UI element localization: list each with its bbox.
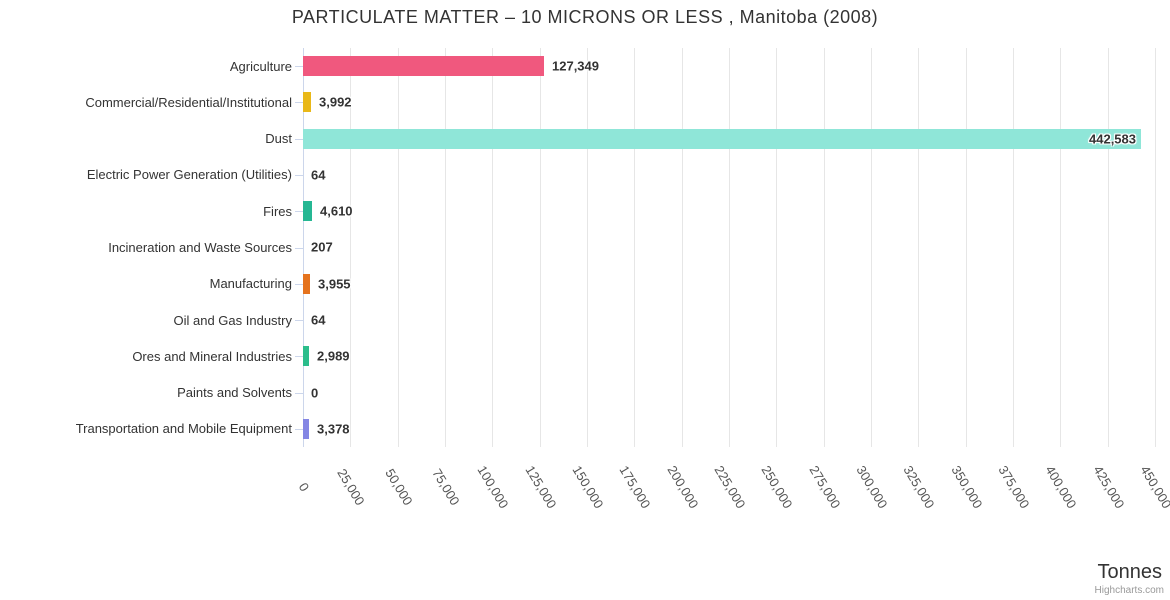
value-label-electric-power-generation-utilities: 64 — [311, 167, 326, 183]
gridline — [918, 48, 919, 447]
category-label-electric-power-generation-utilities: Electric Power Generation (Utilities) — [86, 167, 292, 183]
x-axis-label: 100,000 — [474, 462, 512, 512]
plot-area: 127,349 3,992 442,583 64 4,610 207 3,955 64 2,98… — [303, 48, 1156, 447]
bar-row-incineration-and-waste-sources: 207 — [303, 229, 1155, 265]
gridline — [871, 48, 872, 447]
bar-row-transportation-and-mobile-equipment: 3,378 — [303, 411, 1155, 447]
x-axis-label: 75,000 — [429, 466, 463, 508]
gridline — [587, 48, 588, 447]
x-axis-label: 150,000 — [569, 462, 607, 512]
value-label-manufacturing: 3,955 — [318, 276, 351, 292]
category-label-incineration-and-waste-sources: Incineration and Waste Sources — [108, 239, 292, 255]
category-tick — [295, 248, 303, 249]
bar-manufacturing[interactable] — [303, 273, 310, 294]
value-label-paints-and-solvents: 0 — [311, 385, 319, 401]
category-label-dust: Dust — [265, 131, 292, 147]
category-axis: Agriculture Commercial/Residential/Instit… — [0, 48, 303, 447]
value-label-ores-and-mineral-industries: 2,989 — [317, 348, 350, 364]
category-tick — [295, 393, 303, 394]
gridline — [634, 48, 635, 447]
x-axis-label: 225,000 — [711, 462, 749, 512]
category-axis-line — [303, 48, 304, 447]
category-label-oil-and-gas-industry: Oil and Gas Industry — [173, 312, 293, 328]
x-axis-label: 325,000 — [900, 462, 938, 512]
category-tick — [295, 66, 303, 67]
value-label-fires: 4,610 — [320, 203, 353, 219]
x-axis-label: 275,000 — [806, 462, 844, 512]
gridline — [776, 48, 777, 447]
category-tick — [295, 284, 303, 285]
value-axis-title: Tonnes — [1097, 561, 1163, 583]
bar-fires[interactable] — [303, 201, 312, 222]
gridline — [729, 48, 730, 447]
category-tick — [295, 211, 303, 212]
category-label-paints-and-solvents: Paints and Solvents — [177, 385, 292, 401]
bar-row-paints-and-solvents: 0 — [303, 374, 1155, 410]
gridline — [1108, 48, 1109, 447]
x-axis-label: 50,000 — [382, 466, 416, 508]
x-axis-label: 425,000 — [1090, 462, 1128, 512]
gridline — [492, 48, 493, 447]
chart-title: PARTICULATE MATTER – 10 MICRONS OR LESS … — [291, 7, 879, 27]
bar-row-commercial-residential-institutional: 3,992 — [303, 84, 1155, 120]
category-label-fires: Fires — [263, 203, 292, 219]
category-label-agriculture: Agriculture — [229, 58, 292, 74]
category-label-commercial-residential-institutional: Commercial/Residential/Institutional — [85, 94, 292, 110]
gridline — [1013, 48, 1014, 447]
x-axis-label: 350,000 — [948, 462, 986, 512]
bar-row-dust: 442,583 — [303, 121, 1155, 157]
x-axis-label: 0 — [295, 480, 313, 494]
bar-row-electric-power-generation-utilities: 64 — [303, 157, 1155, 193]
bar-commercial-residential-institutional[interactable] — [303, 92, 311, 113]
gridline — [1060, 48, 1061, 447]
bar-row-agriculture: 127,349 — [303, 48, 1155, 84]
value-label-transportation-and-mobile-equipment: 3,378 — [317, 421, 350, 437]
gridline — [966, 48, 967, 447]
category-tick — [295, 175, 303, 176]
value-label-commercial-residential-institutional: 3,992 — [319, 94, 352, 110]
x-axis-label: 250,000 — [758, 462, 796, 512]
value-label-incineration-and-waste-sources: 207 — [311, 239, 333, 255]
gridline — [824, 48, 825, 447]
highcharts-credits-link[interactable]: Highcharts.com — [1094, 585, 1164, 596]
value-label-agriculture: 127,349 — [552, 58, 599, 74]
category-tick — [295, 429, 303, 430]
gridline — [1155, 48, 1156, 447]
gridline — [398, 48, 399, 447]
x-axis-label: 375,000 — [995, 462, 1033, 512]
category-label-manufacturing: Manufacturing — [209, 276, 292, 292]
category-tick — [295, 356, 303, 357]
gridline — [540, 48, 541, 447]
category-label-transportation-and-mobile-equipment: Transportation and Mobile Equipment — [75, 421, 292, 437]
x-axis-label: 200,000 — [664, 462, 702, 512]
category-tick — [295, 139, 303, 140]
x-axis-label: 125,000 — [522, 462, 560, 512]
bar-row-ores-and-mineral-industries: 2,989 — [303, 338, 1155, 374]
gridline — [682, 48, 683, 447]
x-axis-label: 175,000 — [616, 462, 654, 512]
bar-transportation-and-mobile-equipment[interactable] — [303, 418, 309, 439]
bar-row-oil-and-gas-industry: 64 — [303, 302, 1155, 338]
bar-row-fires: 4,610 — [303, 193, 1155, 229]
x-axis-label: 450,000 — [1137, 462, 1170, 512]
bar-ores-and-mineral-industries[interactable] — [303, 346, 309, 367]
value-label-oil-and-gas-industry: 64 — [311, 312, 326, 328]
x-axis-label: 300,000 — [853, 462, 891, 512]
gridline — [445, 48, 446, 447]
category-label-ores-and-mineral-industries: Ores and Mineral Industries — [132, 348, 292, 364]
category-tick — [295, 320, 303, 321]
bar-agriculture[interactable] — [303, 56, 544, 77]
x-axis-label: 400,000 — [1042, 462, 1080, 512]
x-axis-label: 25,000 — [334, 466, 368, 508]
value-label-dust: 442,583 — [1089, 131, 1136, 147]
category-tick — [295, 102, 303, 103]
bar-dust[interactable] — [303, 128, 1141, 149]
bar-row-manufacturing: 3,955 — [303, 266, 1155, 302]
gridline — [350, 48, 351, 447]
